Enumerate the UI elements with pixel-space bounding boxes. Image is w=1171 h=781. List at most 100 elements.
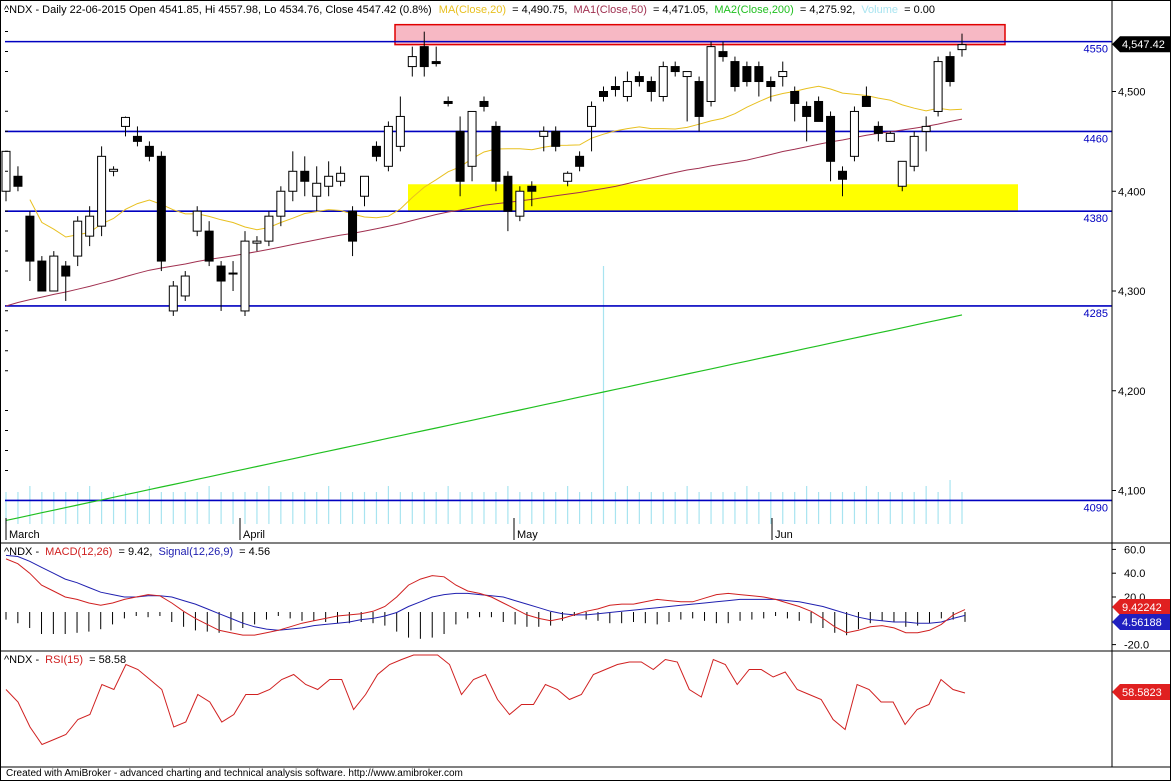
- candle-body: [670, 66, 680, 73]
- candle-body: [443, 100, 453, 104]
- rsi-label: RSI(15): [45, 654, 83, 666]
- macd-tick-label: -20.0: [1124, 640, 1149, 652]
- candle-body: [610, 86, 620, 91]
- candle-body: [216, 265, 226, 282]
- level-label-4380: 4380: [1084, 213, 1108, 225]
- macd-last-marker: [1112, 599, 1170, 615]
- candle-body: [85, 215, 95, 237]
- candle-body: [742, 66, 752, 83]
- candle-body: [563, 172, 573, 182]
- candle-body: [455, 130, 465, 182]
- signal-last-label: 4.56188: [1122, 617, 1162, 629]
- candle-body: [527, 185, 537, 192]
- candle-body: [336, 172, 346, 182]
- candle-body: [622, 81, 632, 97]
- candle-body: [419, 46, 429, 68]
- level-label-4090: 4090: [1084, 502, 1108, 514]
- price-header: ^NDX - Daily 22-06-2015 Open 4541.85, Hi…: [4, 4, 935, 16]
- month-label-march: March: [9, 529, 40, 541]
- candle-body: [551, 130, 561, 147]
- candle-body: [371, 145, 381, 157]
- macd-line: [5, 558, 966, 636]
- candle-body: [383, 125, 393, 167]
- last-close-label: 4,547.42: [1122, 39, 1165, 51]
- macd-tick-label: 60.0: [1124, 544, 1145, 556]
- price-tick-label: 4,400: [1118, 186, 1146, 198]
- level-label-4285: 4285: [1084, 308, 1108, 320]
- ma50-line: [5, 118, 963, 307]
- candle-body: [431, 61, 441, 65]
- ma200-value: = 4,275.92,: [800, 4, 855, 16]
- macd-value: = 9.42,: [118, 546, 152, 558]
- candle-body: [204, 230, 214, 262]
- candle-body: [144, 145, 154, 157]
- resistance-zone: [394, 23, 1006, 46]
- candle-body: [885, 132, 895, 142]
- last-close-marker: [1112, 36, 1170, 53]
- candle-body: [395, 115, 405, 147]
- support-zone: [408, 184, 1018, 212]
- macd-last-label: 9.42242: [1122, 602, 1162, 614]
- candle-body: [718, 51, 728, 58]
- candle-body: [491, 125, 501, 182]
- rsi-layer: [5, 654, 966, 746]
- macd-header-prefix: ^NDX -: [4, 546, 39, 558]
- price-tick-label: 4,200: [1118, 386, 1146, 398]
- signal-label: Signal(12,26,9): [159, 546, 234, 558]
- candle-body: [109, 168, 119, 172]
- candle-body: [49, 255, 59, 292]
- candle-body: [599, 91, 608, 97]
- candle-body: [312, 182, 322, 197]
- candle-body: [228, 272, 238, 275]
- macd-header: ^NDX - MACD(12,26) = 9.42, Signal(12,26,…: [4, 546, 270, 558]
- candle-body: [264, 215, 274, 242]
- candle-body: [754, 66, 764, 83]
- ma50-value: = 4,471.05,: [653, 4, 708, 16]
- candle-body: [479, 100, 489, 107]
- candle-body: [933, 61, 943, 112]
- price-header-main: ^NDX - Daily 22-06-2015 Open 4541.85, Hi…: [4, 4, 432, 16]
- candle-body: [587, 105, 597, 127]
- candle-body: [324, 175, 334, 187]
- candle-body: [802, 105, 812, 117]
- macd-layer: [5, 554, 966, 639]
- volume-value: = 0.00: [904, 4, 935, 16]
- candle-body: [192, 210, 202, 232]
- month-label-april: April: [243, 529, 265, 541]
- rsi-last-marker: [1112, 684, 1170, 700]
- macd-tick-label: 40.0: [1124, 568, 1145, 580]
- candle-body: [945, 56, 955, 83]
- candle-body: [37, 260, 47, 292]
- rsi-value: = 58.58: [89, 654, 126, 666]
- candle-body: [503, 175, 513, 212]
- candle-body: [694, 81, 704, 117]
- candle-body: [288, 170, 298, 192]
- candle-body: [467, 110, 477, 167]
- rsi-header-prefix: ^NDX -: [4, 654, 39, 666]
- candle-body: [575, 155, 585, 167]
- rsi-last-label: 58.5823: [1122, 687, 1162, 699]
- candle-body: [156, 155, 166, 262]
- signal-last-marker: [1112, 614, 1170, 630]
- candle-body: [682, 71, 692, 78]
- month-label-may: May: [517, 529, 538, 541]
- candle-body: [515, 190, 525, 217]
- candle-body: [61, 265, 71, 277]
- candle-body: [634, 76, 644, 83]
- ma50-label: MA1(Close,50): [574, 4, 647, 16]
- candle-body: [168, 285, 178, 312]
- level-label-4460: 4460: [1084, 133, 1108, 145]
- price-tick-label: 4,300: [1118, 286, 1146, 298]
- price-tick-label: 4,500: [1118, 87, 1146, 99]
- price-tick-label: 4,100: [1118, 486, 1146, 498]
- candle-body: [849, 110, 859, 157]
- candle-body: [240, 240, 250, 312]
- candle-body: [121, 116, 130, 127]
- candle-body: [300, 170, 310, 182]
- candle-body: [97, 155, 107, 227]
- candle-body: [407, 56, 417, 68]
- candle-body: [778, 71, 788, 78]
- candle-body: [360, 175, 369, 197]
- candle-body: [873, 125, 883, 134]
